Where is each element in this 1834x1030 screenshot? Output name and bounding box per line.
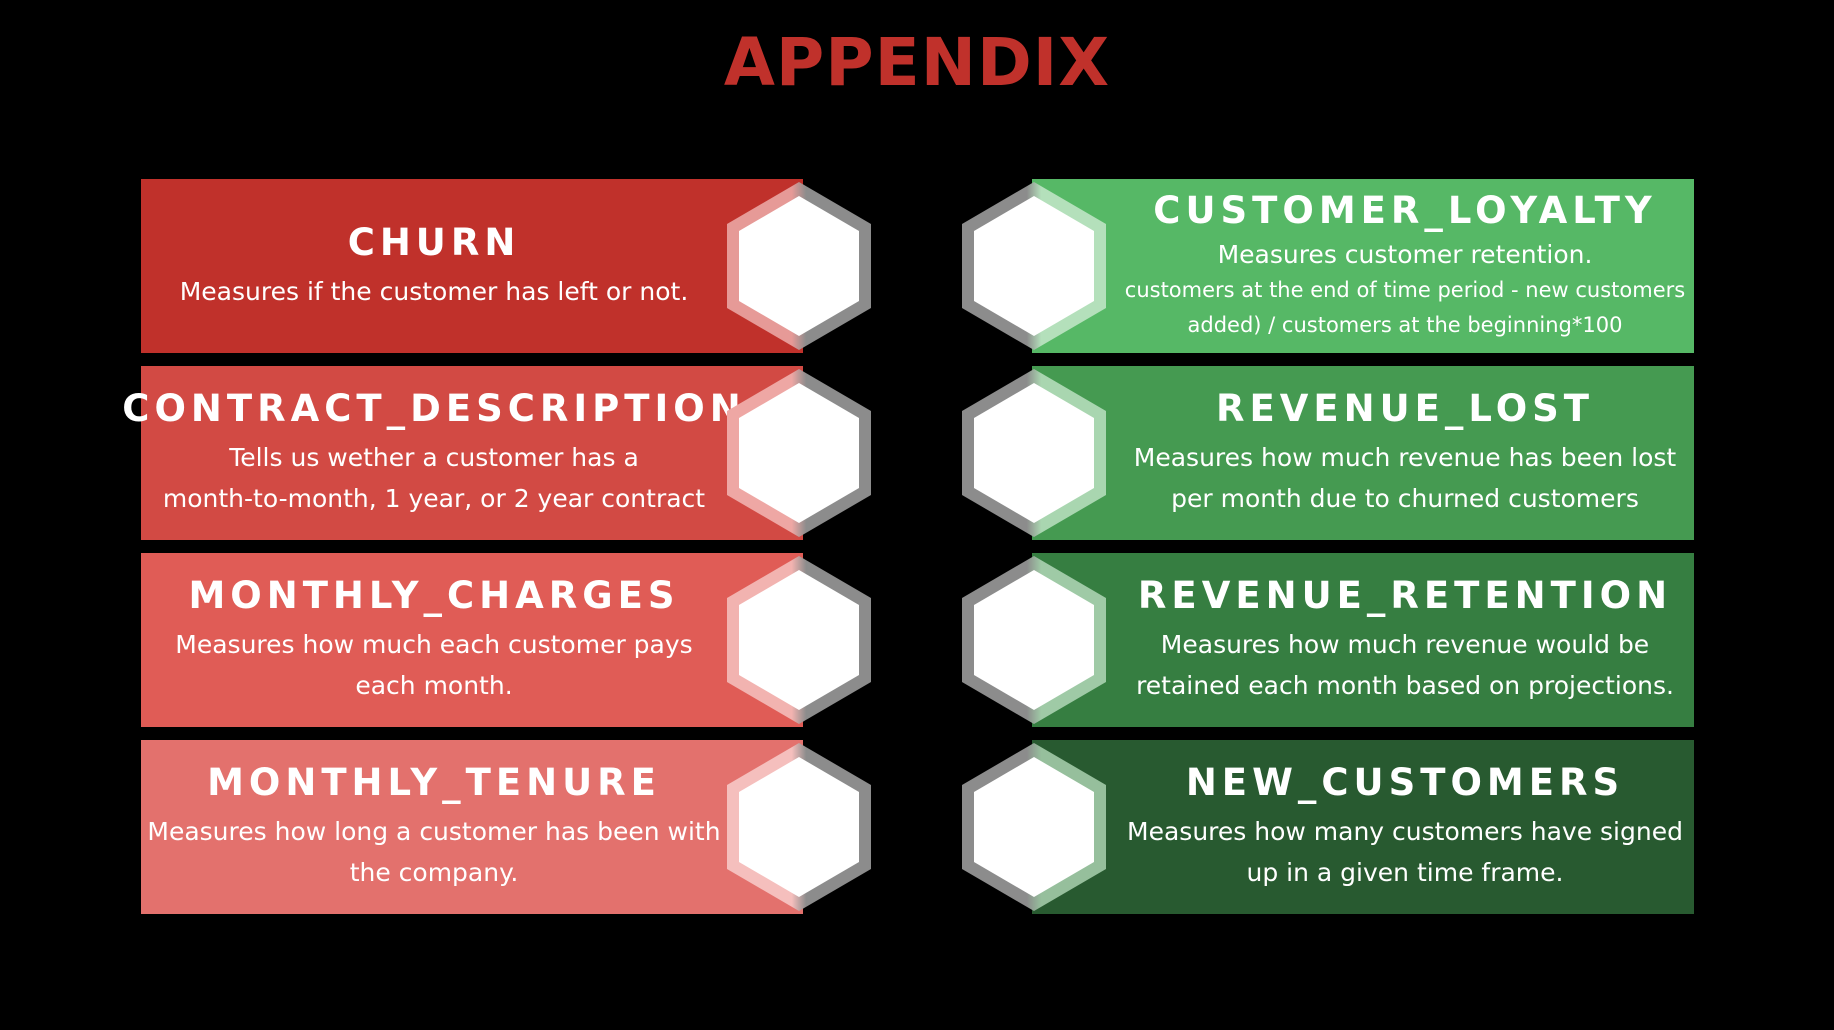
description-line: per month due to churned customers [1171, 484, 1639, 513]
card-churn: CHURN Measures if the customer has left … [141, 179, 871, 353]
card-formula: customers at the end of time period - ne… [1125, 273, 1685, 343]
card-revenue-lost: REVENUE_LOST Measures how much revenue h… [962, 366, 1694, 540]
card-text: NEW_CUSTOMERS Measures how many customer… [1116, 740, 1694, 914]
hexagon-fill [974, 383, 1094, 523]
description-line: Measures how much revenue would be [1160, 630, 1650, 659]
description-line: each month. [355, 671, 513, 700]
card-heading: CONTRACT_DESCRIPTION [122, 387, 746, 430]
card-revenue-retention: REVENUE_RETENTION Measures how much reve… [962, 553, 1694, 727]
card-band [141, 366, 803, 540]
description-line: retained each month based on projections… [1136, 671, 1674, 700]
card-band [1032, 366, 1694, 540]
card-description: Measures how much revenue has been lost … [1134, 437, 1676, 519]
card-description: Measures how many customers have signed … [1127, 811, 1683, 893]
description-line: month-to-month, 1 year, or 2 year contra… [162, 484, 706, 513]
card-band [141, 740, 803, 914]
card-heading: CUSTOMER_LOYALTY [1153, 189, 1657, 232]
card-customer-loyalty: CUSTOMER_LOYALTY Measures customer reten… [962, 179, 1694, 353]
card-description: Measures how long a customer has been wi… [147, 811, 720, 893]
card-band [141, 179, 803, 353]
description-line: Measures how much revenue has been lost [1133, 443, 1677, 472]
hexagon-icon [727, 182, 871, 350]
hexagon-icon [962, 369, 1106, 537]
description-line: Measures how long a customer has been wi… [147, 817, 721, 846]
hexagon-icon [727, 556, 871, 724]
hexagon-fill [739, 757, 859, 897]
description-line: Measures if the customer has left or not… [179, 276, 689, 306]
card-description: Tells us wether a customer has a month-t… [163, 437, 705, 519]
card-text: CUSTOMER_LOYALTY Measures customer reten… [1116, 179, 1694, 353]
card-heading: REVENUE_RETENTION [1137, 574, 1673, 617]
description-line: up in a given time frame. [1246, 858, 1564, 887]
card-description: Measures customer retention. [1218, 237, 1593, 273]
hexagon-fill [739, 570, 859, 710]
card-band [141, 553, 803, 727]
card-text: REVENUE_LOST Measures how much revenue h… [1116, 366, 1694, 540]
card-text: CHURN Measures if the customer has left … [141, 179, 727, 353]
description-line: Tells us wether a customer has a [229, 443, 639, 472]
hexagon-icon [727, 743, 871, 911]
card-heading: MONTHLY_TENURE [207, 761, 661, 804]
hexagon-icon [727, 369, 871, 537]
description-line: the company. [349, 858, 519, 887]
card-text: MONTHLY_CHARGES Measures how much each c… [141, 553, 727, 727]
card-text: CONTRACT_DESCRIPTION Tells us wether a c… [122, 366, 740, 540]
card-band [1032, 179, 1694, 353]
card-monthly-tenure: MONTHLY_TENURE Measures how long a custo… [141, 740, 871, 914]
hexagon-fill [739, 196, 859, 336]
page-title: APPENDIX [723, 24, 1111, 101]
description-line: Measures customer retention. [1217, 240, 1593, 269]
hexagon-icon [962, 556, 1106, 724]
card-description: Measures how much revenue would be retai… [1136, 624, 1674, 706]
card-new-customers: NEW_CUSTOMERS Measures how many customer… [962, 740, 1694, 914]
card-heading: CHURN [347, 220, 521, 264]
formula-line: added) / customers at the beginning*100 [1187, 313, 1623, 337]
hexagon-fill [974, 757, 1094, 897]
card-contract-description: CONTRACT_DESCRIPTION Tells us wether a c… [122, 366, 871, 540]
hexagon-icon [962, 182, 1106, 350]
card-description: Measures if the customer has left or not… [180, 271, 689, 312]
card-monthly-charges: MONTHLY_CHARGES Measures how much each c… [141, 553, 871, 727]
hexagon-fill [974, 570, 1094, 710]
card-band [1032, 740, 1694, 914]
description-line: Measures how much each customer pays [175, 630, 693, 659]
hexagon-fill [739, 383, 859, 523]
card-band [1032, 553, 1694, 727]
card-heading: NEW_CUSTOMERS [1185, 761, 1625, 804]
card-text: REVENUE_RETENTION Measures how much reve… [1116, 553, 1694, 727]
card-text: MONTHLY_TENURE Measures how long a custo… [141, 740, 727, 914]
hexagon-icon [962, 743, 1106, 911]
description-line: Measures how many customers have signed [1127, 817, 1683, 846]
card-heading: MONTHLY_CHARGES [188, 574, 680, 617]
hexagon-fill [974, 196, 1094, 336]
card-heading: REVENUE_LOST [1215, 387, 1595, 430]
card-description: Measures how much each customer pays eac… [175, 624, 692, 706]
formula-line: customers at the end of time period - ne… [1124, 278, 1686, 302]
